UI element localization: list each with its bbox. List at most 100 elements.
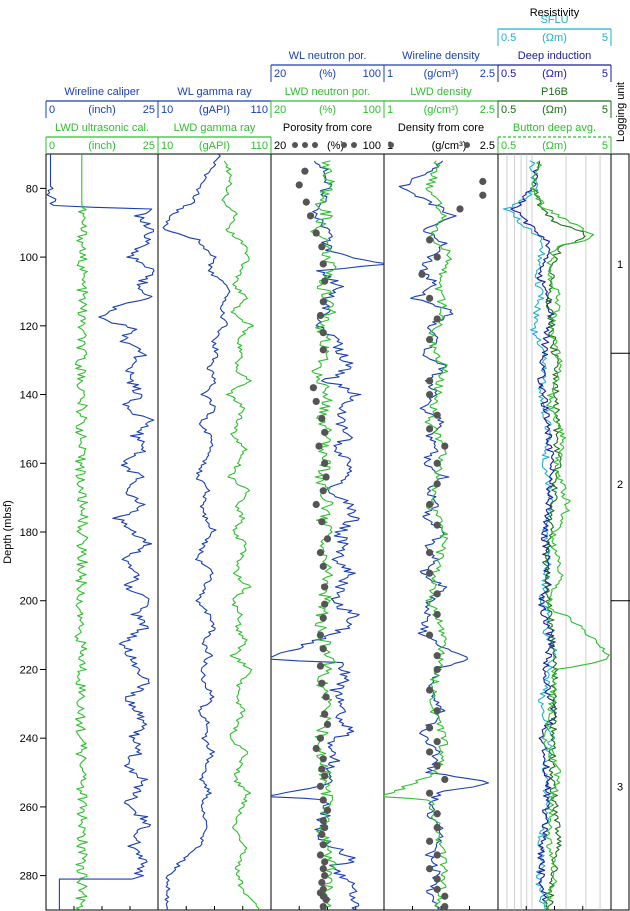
logging-unit-2: 2	[617, 479, 623, 491]
core-point	[301, 167, 309, 175]
header-name-deep-induction: Deep induction	[518, 50, 591, 62]
core-point	[321, 710, 329, 718]
core-point	[318, 518, 326, 526]
core-point	[456, 205, 464, 213]
header-max-wireline-caliper: 25	[143, 104, 155, 116]
track-frame-density	[383, 153, 499, 911]
depth-tick-label-180: 180	[20, 527, 38, 539]
track-frame-gamma	[157, 153, 272, 911]
bottom-ticks	[73, 906, 584, 910]
core-point	[321, 583, 329, 591]
core-point	[418, 270, 426, 278]
depth-tick-label-140: 140	[20, 390, 38, 402]
header-name-wl-neutron-por: WL neutron por.	[289, 50, 367, 62]
header-unit-lwd-gamma-ray: (gAPI)	[199, 140, 230, 152]
series-sflu	[502, 160, 558, 910]
header-unit-lwd-neutron-por: (%)	[319, 104, 336, 116]
header-name-lwd-neutron-por: LWD neutron por.	[285, 86, 370, 98]
header-unit-wl-gamma-ray: (gAPI)	[199, 104, 230, 116]
series-lwd-ultrasonic-cal	[74, 154, 89, 910]
header-name-lwd-ultrasonic-cal: LWD ultrasonic cal.	[55, 122, 149, 134]
header-max-wireline-density: 2.5	[480, 68, 495, 80]
series-porosity-from-core	[295, 167, 332, 910]
core-legend-dot	[292, 142, 298, 148]
core-point	[316, 782, 325, 790]
header-min-lwd-density: 1	[387, 104, 393, 116]
header-max-lwd-neutron-por: 100	[363, 104, 381, 116]
core-point	[433, 315, 441, 323]
core-point	[426, 631, 434, 639]
series-density-from-core	[418, 177, 487, 910]
depth-tick-label-220: 220	[20, 664, 38, 676]
core-point	[316, 311, 325, 320]
core-point	[426, 748, 434, 756]
resistivity-group-title: Resistivity	[530, 7, 580, 19]
series-group-density	[384, 160, 489, 910]
core-point	[323, 535, 332, 543]
header-min-lwd-neutron-por: 20	[274, 104, 286, 116]
core-point	[319, 755, 327, 763]
core-point	[321, 858, 329, 866]
header-min-wireline-density: 1	[387, 68, 393, 80]
core-point	[312, 229, 320, 237]
header-unit-density-from-core: (g/cm³)	[432, 140, 467, 152]
track-frame-porosity	[270, 153, 385, 911]
core-point	[319, 796, 327, 804]
core-point	[316, 662, 325, 670]
header-min-sflu: 0.5	[501, 32, 516, 44]
core-point	[479, 191, 487, 199]
core-point	[441, 902, 449, 910]
resistivity-grid	[506, 154, 601, 910]
core-point	[321, 823, 329, 832]
header-unit-wireline-density: (g/cm³)	[424, 68, 459, 80]
header-min-wl-neutron-por: 20	[274, 68, 286, 80]
core-point	[433, 610, 441, 619]
header-density: Wireline density 1 (g/cm³) 2.5 LWD density 1 (…	[383, 50, 499, 152]
series-lwd-gamma-ray	[221, 160, 261, 910]
series-group-caliper	[46, 154, 155, 910]
header-max-button-deep-avg: 5	[602, 140, 608, 152]
core-point	[319, 562, 327, 570]
header-name-p16b: P16B	[541, 86, 568, 98]
core-point	[319, 298, 327, 306]
header-min-lwd-ultrasonic-cal: 0	[49, 140, 55, 152]
logging-unit-frame	[610, 153, 630, 911]
core-point	[426, 377, 434, 385]
core-point	[433, 521, 441, 529]
core-point	[426, 569, 434, 577]
header-max-density-from-core: 2.5	[480, 140, 495, 152]
header-name-wireline-caliper: Wireline caliper	[64, 86, 140, 98]
core-point	[441, 892, 449, 900]
core-point	[426, 390, 434, 399]
core-legend-dot	[388, 142, 394, 148]
core-legend-dot	[464, 142, 470, 148]
header-min-wireline-caliper: 0	[49, 104, 55, 116]
header-unit-button-deep-avg: (Ωm)	[542, 140, 567, 152]
core-point	[433, 875, 441, 883]
core-point	[433, 665, 441, 674]
core-point	[318, 878, 326, 887]
header-unit-wl-neutron-por: (%)	[319, 68, 336, 80]
series-deep-induction	[510, 160, 557, 910]
core-point	[426, 686, 434, 694]
core-point	[319, 902, 327, 910]
core-point	[433, 707, 441, 715]
core-point	[319, 329, 327, 337]
core-point	[433, 652, 441, 660]
series-lwd-neutron-por	[310, 160, 337, 910]
core-point	[426, 549, 434, 557]
series-lwd-density	[384, 160, 452, 910]
header-min-porosity-from-core: 20	[274, 140, 286, 152]
header-name-lwd-density: LWD density	[410, 86, 472, 98]
depth-tick-label-260: 260	[20, 802, 38, 814]
series-button-deep-avg	[530, 160, 610, 910]
core-point	[319, 260, 327, 268]
core-point	[426, 837, 434, 845]
depth-axis-label: Depth (mbsf)	[2, 500, 14, 564]
core-point	[306, 212, 315, 220]
series-wl-gamma-ray	[162, 154, 231, 910]
series-group-gamma	[162, 154, 261, 910]
core-point	[319, 487, 327, 495]
header-unit-deep-induction: (Ωm)	[542, 68, 567, 80]
core-point	[322, 693, 330, 701]
